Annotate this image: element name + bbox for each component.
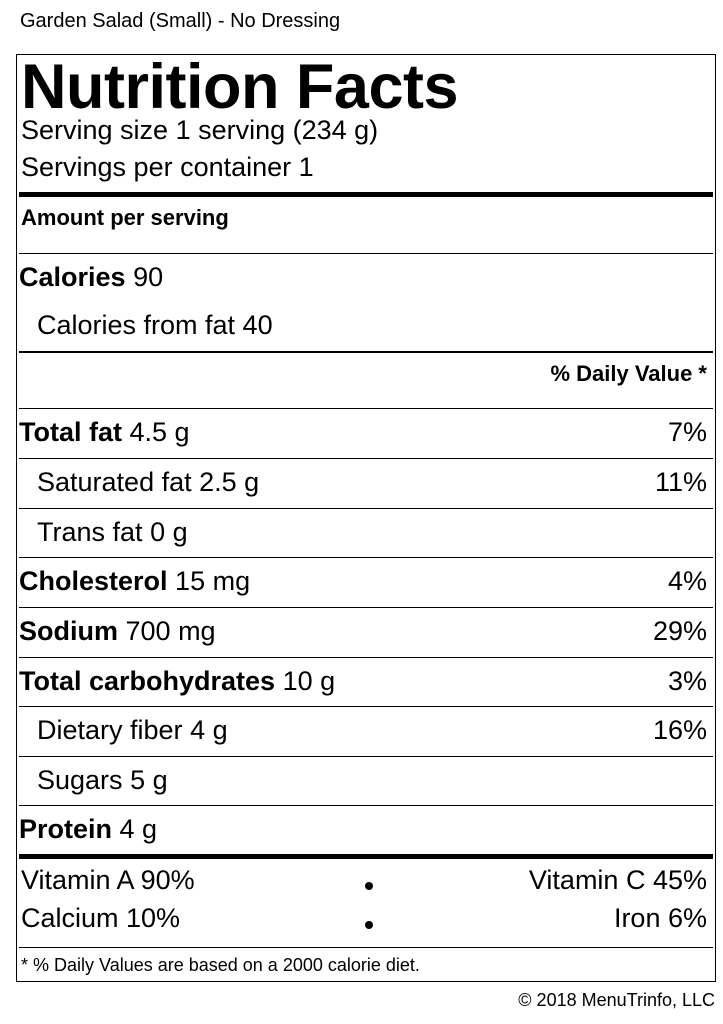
calories-from-fat: Calories from fat 40 — [37, 310, 273, 340]
nutrition-label: Nutrition Facts Serving size 1 serving (… — [16, 52, 716, 982]
daily-value-header: % Daily Value * — [550, 361, 707, 386]
nutrient-label: Total fat — [19, 417, 122, 447]
nutrient-amount: 10 g — [282, 666, 336, 696]
nutrient-label: Dietary fiber — [37, 715, 183, 745]
nutrient-row-trans-fat: Trans fat 0 g — [19, 510, 707, 554]
amount-per-serving: Amount per serving — [21, 205, 229, 230]
iron: Iron 6% — [613, 903, 707, 933]
nutrient-row-dietary-fiber: Dietary fiber 4 g 16% — [19, 708, 707, 752]
nutrient-row-saturated-fat: Saturated fat 2.5 g 11% — [19, 460, 707, 504]
divider — [19, 607, 713, 608]
calcium: Calcium 10% — [21, 903, 181, 933]
nutrient-label: Total carbohydrates — [19, 666, 276, 696]
nutrient-amount: 4.5 g — [129, 417, 190, 447]
nutrient-label: Cholesterol — [19, 566, 168, 596]
nutrient-label: Saturated fat — [37, 467, 192, 497]
calories-label: Calories — [19, 262, 126, 292]
vitamin-a: Vitamin A 90% — [21, 865, 195, 895]
nutrient-amount: 0 g — [150, 517, 188, 547]
vitamin-c: Vitamin C 45% — [528, 865, 707, 895]
calories-from-fat-row: Calories from fat 40 — [19, 303, 707, 347]
divider — [19, 756, 713, 757]
nutrient-row-total-carbohydrates: Total carbohydrates 10 g 3% — [19, 659, 707, 703]
divider — [19, 557, 713, 558]
divider — [19, 508, 713, 509]
nutrient-row-protein: Protein 4 g — [19, 807, 707, 851]
nutrient-amount: 5 g — [130, 765, 168, 795]
divider — [19, 253, 713, 254]
nutrient-row-sugars: Sugars 5 g — [19, 758, 707, 802]
nutrient-dv: 7% — [667, 417, 707, 447]
calories-value: 90 — [133, 262, 164, 292]
copyright: © 2018 MenuTrinfo, LLC — [518, 990, 715, 1010]
nutrient-label: Trans fat — [37, 517, 143, 547]
label-title: Nutrition Facts — [21, 52, 459, 122]
footnote: * % Daily Values are based on a 2000 cal… — [21, 955, 420, 975]
nutrient-dv: 16% — [652, 715, 707, 745]
divider — [19, 805, 713, 806]
divider — [19, 351, 713, 353]
nutrient-amount: 2.5 g — [199, 467, 260, 497]
serving-size: Serving size 1 serving (234 g) — [21, 115, 379, 145]
divider — [19, 657, 713, 658]
nutrient-amount: 4 g — [119, 814, 158, 844]
thick-divider — [19, 854, 713, 859]
nutrient-row-cholesterol: Cholesterol 15 mg 4% — [19, 559, 707, 603]
nutrient-label: Protein — [19, 814, 113, 844]
nutrient-dv: 11% — [654, 467, 707, 497]
nutrient-label: Sugars — [37, 765, 123, 795]
divider — [19, 706, 713, 707]
nutrient-row-sodium: Sodium 700 mg 29% — [19, 609, 707, 653]
divider — [19, 408, 713, 409]
divider — [19, 458, 713, 459]
divider — [19, 947, 713, 948]
bullet-icon — [365, 921, 373, 929]
nutrient-dv: 4% — [667, 566, 707, 596]
servings-per-container: Servings per container 1 — [21, 152, 314, 182]
nutrient-dv: 3% — [667, 666, 707, 696]
nutrient-amount: 700 mg — [125, 616, 216, 646]
calories-row: Calories 90 — [19, 255, 707, 299]
item-name: Garden Salad (Small) - No Dressing — [20, 10, 341, 32]
nutrient-dv: 29% — [652, 616, 707, 646]
bullet-icon — [365, 882, 373, 890]
thick-divider — [19, 192, 713, 197]
nutrient-label: Sodium — [19, 616, 118, 646]
nutrient-amount: 4 g — [190, 715, 228, 745]
nutrient-row-total-fat: Total fat 4.5 g 7% — [19, 410, 707, 454]
nutrient-amount: 15 mg — [175, 566, 251, 596]
